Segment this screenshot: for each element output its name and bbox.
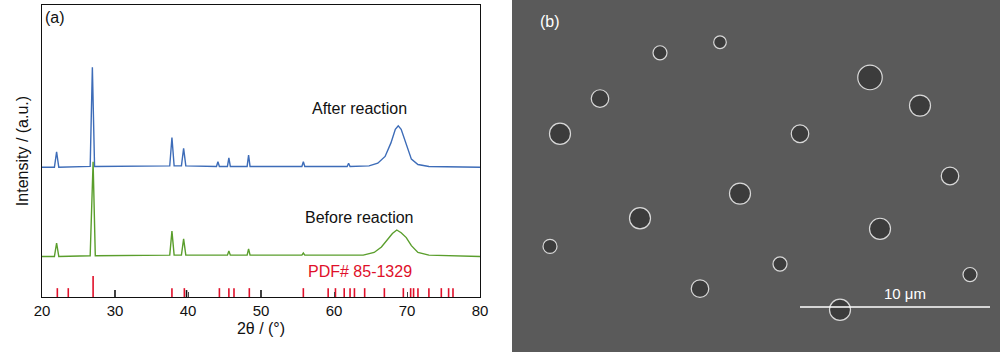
- svg-text:50: 50: [253, 302, 270, 319]
- svg-text:2θ / (°): 2θ / (°): [237, 320, 285, 337]
- svg-text:10 μm: 10 μm: [884, 285, 926, 302]
- svg-text:PDF# 85-1329: PDF# 85-1329: [308, 263, 412, 280]
- svg-text:(b): (b): [540, 13, 560, 30]
- svg-text:80: 80: [472, 302, 489, 319]
- svg-text:20: 20: [34, 302, 51, 319]
- svg-text:(a): (a): [45, 9, 65, 26]
- svg-text:Before reaction: Before reaction: [305, 209, 414, 226]
- svg-text:40: 40: [180, 302, 197, 319]
- svg-text:After reaction: After reaction: [312, 100, 407, 117]
- svg-text:30: 30: [107, 302, 124, 319]
- svg-text:Intensity / (a.u.): Intensity / (a.u.): [14, 96, 31, 206]
- svg-text:60: 60: [326, 302, 343, 319]
- svg-text:70: 70: [399, 302, 416, 319]
